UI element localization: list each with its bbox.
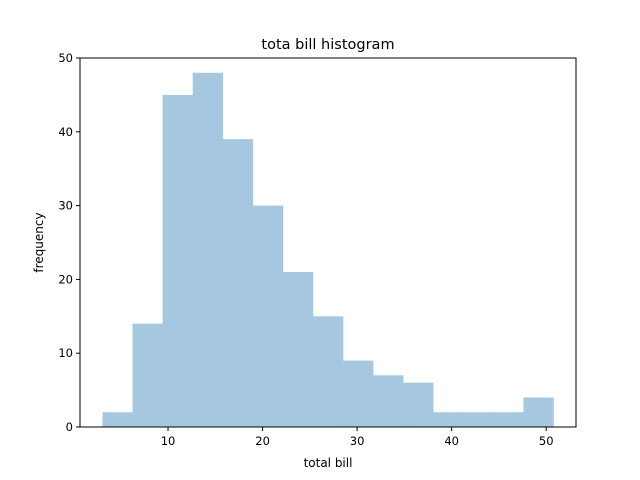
histogram-bar xyxy=(463,412,494,427)
y-tick-label: 30 xyxy=(58,199,73,213)
y-tick-label: 50 xyxy=(58,51,73,65)
histogram-bar xyxy=(493,412,524,427)
histogram-bar xyxy=(373,375,404,427)
histogram-bar xyxy=(282,272,314,427)
x-axis-label: total bill xyxy=(304,456,353,470)
histogram-bar xyxy=(222,139,254,427)
chart-title: tota bill histogram xyxy=(261,37,394,53)
histogram-bar xyxy=(523,397,554,427)
y-axis-ticks: 0 10 20 30 40 50 xyxy=(58,51,80,434)
y-axis-label: frequency xyxy=(32,212,46,272)
histogram-bar xyxy=(132,323,163,427)
x-tick-label: 20 xyxy=(255,434,270,448)
histogram-bar xyxy=(433,412,464,427)
plot-frame xyxy=(79,57,577,428)
x-tick-label: 10 xyxy=(161,434,176,448)
histogram-bar xyxy=(343,360,374,427)
y-tick-label: 10 xyxy=(58,346,73,360)
bars-group xyxy=(102,72,554,428)
x-tick-label: 30 xyxy=(350,434,365,448)
histogram-bar xyxy=(102,412,133,427)
y-tick-label: 40 xyxy=(58,125,73,139)
y-tick-label: 20 xyxy=(58,272,73,286)
histogram-bar xyxy=(312,316,344,427)
x-tick-label: 50 xyxy=(539,434,554,448)
histogram-bar xyxy=(252,205,284,427)
histogram-bar xyxy=(403,382,434,427)
histogram-bar xyxy=(192,72,224,427)
y-tick-label: 0 xyxy=(66,420,73,434)
x-tick-label: 40 xyxy=(444,434,459,448)
histogram-bar xyxy=(162,94,194,428)
x-axis-ticks: 10 20 30 40 50 xyxy=(161,427,554,448)
